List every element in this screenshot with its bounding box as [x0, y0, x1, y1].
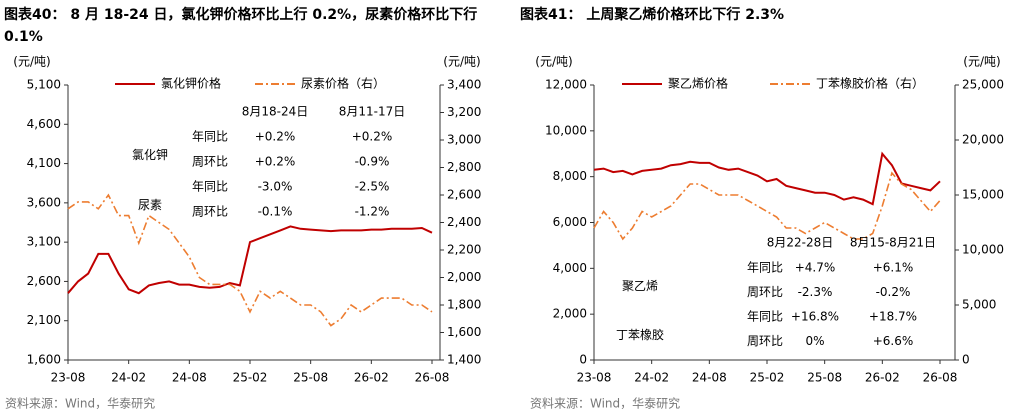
y-tick-label: 0 — [579, 353, 587, 367]
y-tick-label: 2,100 — [27, 313, 61, 327]
y-tick-label: 3,600 — [27, 195, 61, 209]
x-tick-label: 25-02 — [750, 371, 785, 385]
y-tick-label: 6,000 — [553, 215, 587, 229]
group-label: 丁苯橡胶 — [616, 327, 664, 342]
panel: (元/吨) (元/吨) 0 2,000 4,000 6,000 8,000 10,000 12,… — [516, 0, 1031, 416]
chart-title: 图表40： 8 月 18-24 日，氯化钾价格环比上行 0.2%，尿素价格环比下… — [4, 7, 478, 45]
y2-tick-label: 0 — [962, 353, 970, 367]
group-label: 氯化钾 — [132, 148, 168, 162]
table-value: -2.3% — [798, 285, 833, 299]
row-label: 年同比 — [192, 180, 228, 194]
source: 资料来源：Wind，华泰研究 — [5, 396, 155, 411]
y2-axis-label: (元/吨) — [443, 55, 480, 69]
y2-tick-label: 20,000 — [962, 133, 1004, 147]
row-label: 周环比 — [192, 205, 228, 219]
y2-tick-label: 2,200 — [447, 243, 481, 257]
table-header: 8月15-8月21日 — [850, 236, 936, 250]
legend-label: 尿素价格（右） — [301, 76, 385, 91]
y2-tick-label: 3,200 — [447, 105, 481, 119]
y-tick-label: 8,000 — [553, 169, 587, 183]
y-tick-label: 4,600 — [27, 117, 61, 131]
chart-title: 图表41： 上周聚乙烯价格环比下行 2.3% — [520, 7, 785, 23]
y2-tick-label: 5,000 — [962, 298, 996, 312]
legend-label: 聚乙烯价格 — [668, 76, 728, 91]
y2-tick-label: 2,000 — [447, 270, 481, 284]
group-label: 聚乙烯 — [622, 279, 658, 293]
legend-label: 丁苯橡胶价格（右） — [816, 76, 924, 91]
y-axis-label: (元/吨) — [535, 55, 572, 69]
table-value: -0.9% — [355, 155, 390, 169]
y-tick-label: 4,100 — [27, 156, 61, 170]
line — [67, 193, 433, 327]
table-value: 0% — [805, 334, 824, 348]
table-value: +0.2% — [255, 155, 296, 169]
table-value: +4.7% — [795, 261, 836, 275]
x-tick-label: 24-08 — [172, 371, 207, 385]
y2-tick-label: 1,600 — [447, 325, 481, 339]
source: 资料来源：Wind，华泰研究 — [530, 396, 680, 411]
x-tick-label: 25-08 — [293, 371, 328, 385]
x-tick-label: 26-02 — [354, 371, 389, 385]
table-value: -0.2% — [876, 285, 911, 299]
chart: (元/吨) (元/吨) 0 2,000 4,000 6,000 8,000 10,000 12,… — [530, 55, 1004, 411]
panel: (元/吨) (元/吨) 1,600 2,100 2,600 3,100 3,600 4,100… — [0, 0, 515, 416]
x-tick-label: 24-08 — [692, 371, 727, 385]
row-label: 年同比 — [747, 310, 783, 324]
row-label: 年同比 — [747, 261, 783, 275]
y-axis-label: (元/吨) — [13, 55, 50, 69]
line — [593, 151, 941, 206]
table-header: 8月11-17日 — [339, 105, 406, 119]
x-tick-label: 24-02 — [634, 371, 669, 385]
y-tick-label: 12,000 — [545, 78, 587, 92]
table-value: +16.8% — [791, 310, 839, 324]
x-tick-label: 24-02 — [111, 371, 146, 385]
row-label: 周环比 — [192, 155, 228, 169]
table-value: +6.1% — [873, 261, 914, 275]
table-value: +0.2% — [352, 130, 393, 144]
x-tick-label: 23-08 — [51, 371, 86, 385]
y-tick-label: 2,600 — [27, 274, 61, 288]
y-tick-label: 10,000 — [545, 123, 587, 137]
legend-label: 氯化钾价格 — [161, 76, 221, 91]
x-tick-label: 25-08 — [807, 371, 842, 385]
table-value: +0.2% — [255, 130, 296, 144]
line — [67, 225, 433, 295]
y2-axis-label: (元/吨) — [963, 55, 1000, 69]
table-value: -1.2% — [355, 205, 390, 219]
y2-tick-label: 15,000 — [962, 188, 1004, 202]
y2-tick-label: 3,400 — [447, 78, 481, 92]
y2-tick-label: 2,800 — [447, 160, 481, 174]
table-value: -3.0% — [258, 180, 293, 194]
y-tick-label: 4,000 — [553, 261, 587, 275]
group-label: 尿素 — [138, 198, 162, 212]
x-tick-label: 25-02 — [233, 371, 268, 385]
y2-tick-label: 2,400 — [447, 215, 481, 229]
row-label: 周环比 — [747, 285, 783, 299]
table-value: -2.5% — [355, 180, 390, 194]
table-header: 8月22-28日 — [767, 236, 834, 250]
y-tick-label: 5,100 — [27, 78, 61, 92]
x-tick-label: 26-08 — [923, 371, 958, 385]
y-tick-label: 3,100 — [27, 235, 61, 249]
chart: (元/吨) (元/吨) 1,600 2,100 2,600 3,100 3,600 4,100… — [5, 55, 481, 411]
row-label: 年同比 — [192, 130, 228, 144]
y2-tick-label: 1,400 — [447, 353, 481, 367]
table-header: 8月18-24日 — [242, 105, 309, 119]
line — [593, 171, 941, 241]
y2-tick-label: 3,000 — [447, 133, 481, 147]
y-tick-label: 1,600 — [27, 353, 61, 367]
y2-tick-label: 2,600 — [447, 188, 481, 202]
table-value: -0.1% — [258, 205, 293, 219]
y2-tick-label: 25,000 — [962, 78, 1004, 92]
x-tick-label: 26-08 — [415, 371, 450, 385]
y-tick-label: 2,000 — [553, 307, 587, 321]
x-tick-label: 26-02 — [865, 371, 900, 385]
x-tick-label: 23-08 — [577, 371, 612, 385]
y2-tick-label: 1,800 — [447, 298, 481, 312]
row-label: 周环比 — [747, 334, 783, 348]
y2-tick-label: 10,000 — [962, 243, 1004, 257]
table-value: +6.6% — [873, 334, 914, 348]
table-value: +18.7% — [869, 310, 917, 324]
